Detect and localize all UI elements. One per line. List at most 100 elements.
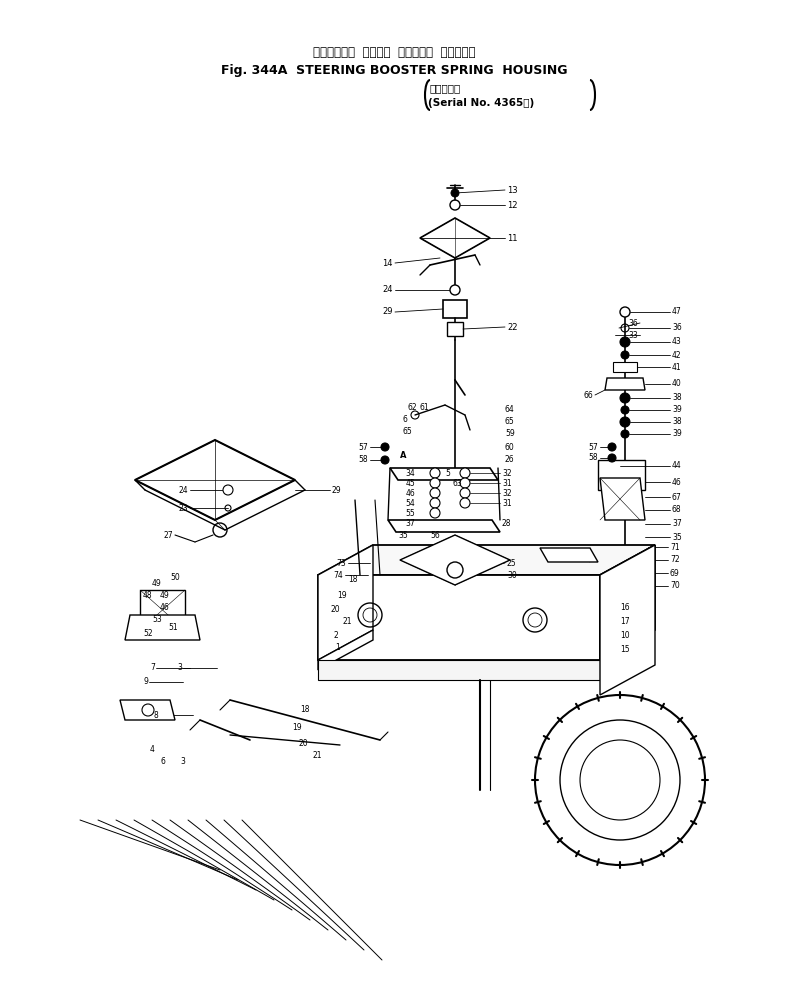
- Circle shape: [620, 417, 630, 427]
- Bar: [447, 322, 463, 336]
- Text: 48: 48: [143, 590, 153, 599]
- Text: 49: 49: [152, 579, 162, 587]
- Text: 19: 19: [292, 724, 302, 733]
- Polygon shape: [318, 545, 655, 575]
- Text: 37: 37: [405, 518, 415, 527]
- Polygon shape: [605, 378, 645, 390]
- Text: 12: 12: [507, 201, 518, 210]
- Text: 72: 72: [670, 556, 679, 565]
- Text: 65: 65: [403, 427, 413, 436]
- Text: 54: 54: [405, 498, 415, 507]
- Circle shape: [223, 485, 233, 495]
- Circle shape: [608, 443, 616, 451]
- Circle shape: [460, 498, 470, 508]
- Text: 20: 20: [299, 739, 308, 748]
- Text: 45: 45: [405, 479, 415, 488]
- Text: 24: 24: [178, 486, 188, 494]
- Text: 53: 53: [152, 615, 162, 624]
- Text: 18: 18: [348, 576, 358, 584]
- Circle shape: [381, 443, 389, 451]
- Text: 10: 10: [620, 631, 630, 640]
- Text: 34: 34: [405, 469, 415, 478]
- Text: (Serial No. 4365～): (Serial No. 4365～): [428, 98, 534, 108]
- Polygon shape: [390, 468, 498, 480]
- Text: 57: 57: [359, 442, 368, 452]
- Text: 55: 55: [405, 508, 415, 517]
- Circle shape: [620, 307, 630, 317]
- Text: 33: 33: [628, 330, 638, 339]
- Circle shape: [460, 468, 470, 478]
- Text: 3: 3: [180, 758, 185, 766]
- Polygon shape: [318, 660, 600, 680]
- Polygon shape: [400, 535, 510, 585]
- Circle shape: [608, 454, 616, 462]
- Polygon shape: [125, 615, 200, 640]
- Text: 38: 38: [672, 394, 682, 403]
- Text: 62: 62: [408, 404, 418, 412]
- Text: 1: 1: [335, 644, 340, 653]
- Text: （適用号機: （適用号機: [430, 83, 461, 93]
- Circle shape: [460, 488, 470, 498]
- Text: 42: 42: [672, 350, 682, 359]
- Circle shape: [621, 430, 629, 438]
- Text: 49: 49: [160, 590, 169, 599]
- Text: 36: 36: [628, 318, 638, 327]
- Text: 23: 23: [178, 503, 188, 512]
- Text: 64: 64: [505, 405, 515, 414]
- Circle shape: [450, 285, 460, 295]
- Circle shape: [621, 406, 629, 414]
- Polygon shape: [135, 440, 295, 520]
- Text: 20: 20: [330, 605, 340, 614]
- Text: 32: 32: [502, 489, 511, 497]
- Circle shape: [430, 468, 440, 478]
- Circle shape: [620, 337, 630, 347]
- Text: 4: 4: [151, 746, 155, 755]
- Text: 39: 39: [672, 429, 682, 438]
- Text: 18: 18: [300, 705, 310, 714]
- Text: 51: 51: [168, 623, 177, 633]
- Polygon shape: [318, 545, 373, 660]
- Text: 21: 21: [313, 751, 322, 760]
- Text: 57: 57: [589, 442, 598, 452]
- Text: 35: 35: [398, 530, 408, 540]
- Text: 17: 17: [620, 617, 630, 626]
- Text: 58: 58: [359, 456, 368, 465]
- Text: 5: 5: [445, 469, 450, 478]
- Circle shape: [430, 488, 440, 498]
- Text: 71: 71: [670, 543, 679, 552]
- Circle shape: [620, 393, 630, 403]
- Text: 6: 6: [403, 415, 408, 424]
- Circle shape: [430, 478, 440, 488]
- Polygon shape: [420, 218, 490, 258]
- Polygon shape: [388, 520, 500, 532]
- Text: 70: 70: [670, 582, 680, 590]
- Text: 74: 74: [333, 571, 343, 580]
- Text: 38: 38: [672, 417, 682, 426]
- Text: 36: 36: [672, 323, 682, 332]
- Text: 39: 39: [672, 405, 682, 414]
- Text: 59: 59: [505, 429, 515, 438]
- Text: 50: 50: [170, 574, 180, 583]
- Text: 25: 25: [507, 559, 517, 568]
- Bar: [613, 362, 637, 372]
- Text: 47: 47: [672, 308, 682, 316]
- Text: 19: 19: [337, 590, 347, 599]
- Text: 3: 3: [177, 664, 182, 673]
- Text: 9: 9: [143, 677, 148, 686]
- Text: 56: 56: [430, 530, 440, 540]
- Text: 37: 37: [672, 519, 682, 528]
- Text: 16: 16: [620, 603, 630, 612]
- Text: 41: 41: [672, 363, 682, 372]
- Circle shape: [460, 478, 470, 488]
- Text: 6: 6: [160, 758, 165, 766]
- Text: Fig. 344A  STEERING BOOSTER SPRING  HOUSING: Fig. 344A STEERING BOOSTER SPRING HOUSIN…: [221, 63, 567, 76]
- Text: 30: 30: [507, 571, 517, 580]
- Text: 31: 31: [502, 498, 511, 507]
- Text: 46: 46: [160, 603, 169, 612]
- Circle shape: [381, 456, 389, 464]
- Circle shape: [451, 189, 459, 197]
- Polygon shape: [318, 575, 600, 660]
- Text: 63: 63: [453, 479, 463, 488]
- Text: 15: 15: [620, 646, 630, 655]
- Text: 58: 58: [589, 454, 598, 463]
